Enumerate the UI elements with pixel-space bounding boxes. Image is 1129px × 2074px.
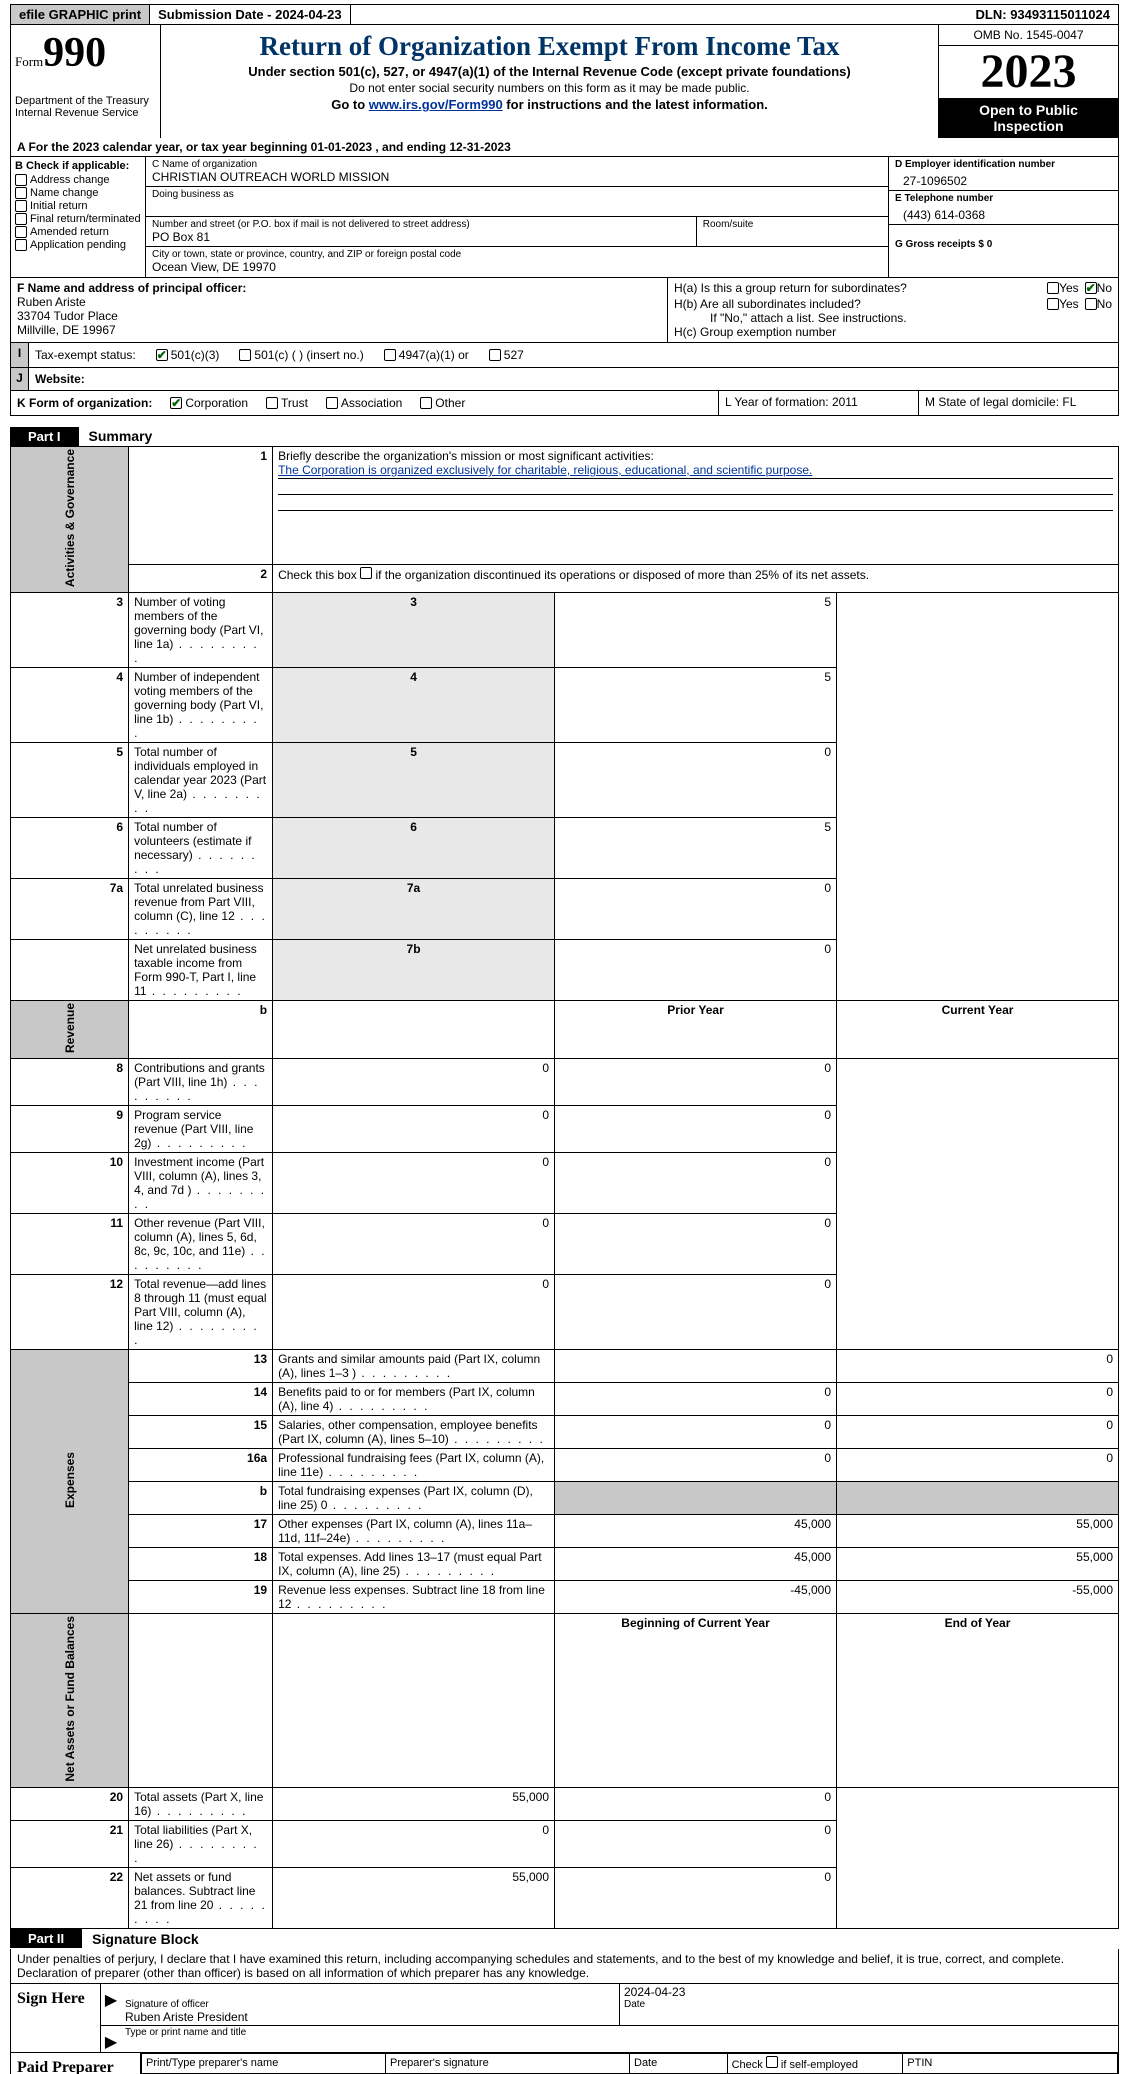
- part-2-header: Part II Signature Block: [10, 1929, 1119, 1949]
- summary-table: Activities & Governance 1 Briefly descri…: [10, 446, 1119, 1929]
- open-to-public: Open to Public Inspection: [939, 98, 1118, 138]
- hdr-current-year: Current Year: [837, 1001, 1119, 1059]
- signature-block: Under penalties of perjury, I declare th…: [10, 1949, 1119, 2074]
- vlabel-expenses: Expenses: [11, 1350, 129, 1614]
- irs-label: Internal Revenue Service: [15, 107, 156, 119]
- org-name-cell: C Name of organization CHRISTIAN OUTREAC…: [146, 157, 888, 187]
- year-formation: L Year of formation: 2011: [718, 391, 918, 415]
- hdr-prior-year: Prior Year: [555, 1001, 837, 1059]
- checkbox-trust[interactable]: [266, 397, 278, 409]
- checkbox-association[interactable]: [326, 397, 338, 409]
- checkbox-ha-no[interactable]: [1085, 282, 1097, 294]
- line-2: Check this box if the organization disco…: [273, 564, 1119, 592]
- checkbox-name-change[interactable]: [15, 187, 27, 199]
- checkbox-hb-no[interactable]: [1085, 298, 1097, 310]
- tax-year: 2023: [939, 46, 1118, 98]
- vlabel-revenue: Revenue: [11, 1001, 129, 1059]
- checkbox-corporation[interactable]: [170, 397, 182, 409]
- ein-cell: D Employer identification number 27-1096…: [889, 157, 1118, 191]
- form-header: Form990 Department of the Treasury Inter…: [10, 25, 1119, 138]
- dln: DLN: 93493115011024: [968, 5, 1118, 24]
- efile-label: efile GRAPHIC print: [11, 5, 150, 24]
- paid-preparer-label: Paid Preparer Use Only: [11, 2053, 141, 2074]
- officer-group-block: F Name and address of principal officer:…: [10, 278, 1119, 343]
- label-i: I: [11, 343, 29, 367]
- gross-receipts-cell: G Gross receipts $ 0: [889, 225, 1118, 255]
- h-group-return: H(a) Is this a group return for subordin…: [668, 278, 1118, 342]
- checkbox-4947a1[interactable]: [384, 349, 396, 361]
- arrow-icon: ▶: [101, 1984, 121, 2025]
- checkbox-527[interactable]: [489, 349, 501, 361]
- city-cell: City or town, state or province, country…: [146, 247, 888, 277]
- vlabel-net-assets: Net Assets or Fund Balances: [11, 1614, 129, 1788]
- mission-text[interactable]: The Corporation is organized exclusively…: [278, 463, 812, 477]
- checkbox-other[interactable]: [420, 397, 432, 409]
- form-990-logo: Form990: [15, 29, 156, 77]
- part-1-header: Part I Summary: [10, 426, 1119, 446]
- checkbox-501c[interactable]: [239, 349, 251, 361]
- website-row: J Website:: [10, 368, 1119, 391]
- irs-link[interactable]: www.irs.gov/Form990: [369, 97, 503, 112]
- street-cell: Number and street (or P.O. box if mail i…: [146, 217, 696, 247]
- checkbox-self-employed[interactable]: [766, 2056, 778, 2068]
- checkbox-501c3[interactable]: [156, 349, 168, 361]
- checkbox-initial-return[interactable]: [15, 200, 27, 212]
- hdr-begin-year: Beginning of Current Year: [555, 1614, 837, 1788]
- entity-info-block: B Check if applicable: Address change Na…: [10, 157, 1119, 278]
- tax-exempt-status-row: I Tax-exempt status: 501(c)(3) 501(c) ( …: [10, 343, 1119, 368]
- hdr-end-year: End of Year: [837, 1614, 1119, 1788]
- top-bar: efile GRAPHIC print Submission Date - 20…: [10, 4, 1119, 25]
- subtitle-1: Under section 501(c), 527, or 4947(a)(1)…: [171, 64, 928, 79]
- line-a-tax-year: A For the 2023 calendar year, or tax yea…: [10, 138, 1119, 157]
- phone-cell: E Telephone number (443) 614-0368: [889, 191, 1118, 225]
- column-b-checkboxes: B Check if applicable: Address change Na…: [11, 157, 146, 277]
- mission-cell: Briefly describe the organization's miss…: [273, 447, 1119, 565]
- checkbox-address-change[interactable]: [15, 174, 27, 186]
- subtitle-3: Go to www.irs.gov/Form990 for instructio…: [171, 97, 928, 112]
- checkbox-amended-return[interactable]: [15, 226, 27, 238]
- label-j: J: [11, 368, 29, 390]
- dept-treasury: Department of the Treasury: [15, 95, 156, 107]
- declaration-text: Under penalties of perjury, I declare th…: [11, 1949, 1118, 1984]
- principal-officer: F Name and address of principal officer:…: [11, 278, 668, 342]
- checkbox-final-return[interactable]: [15, 213, 27, 225]
- checkbox-discontinued[interactable]: [360, 567, 372, 579]
- arrow-icon: ▶: [101, 2026, 121, 2052]
- checkbox-hb-yes[interactable]: [1047, 298, 1059, 310]
- form-of-org-row: K Form of organization: Corporation Trus…: [10, 391, 1119, 416]
- vlabel-governance: Activities & Governance: [11, 447, 129, 593]
- checkbox-ha-yes[interactable]: [1047, 282, 1059, 294]
- room-cell: Room/suite: [696, 217, 888, 247]
- form-title: Return of Organization Exempt From Incom…: [171, 31, 928, 62]
- submission-date: Submission Date - 2024-04-23: [150, 5, 351, 24]
- subtitle-2: Do not enter social security numbers on …: [171, 81, 928, 95]
- checkbox-application-pending[interactable]: [15, 239, 27, 251]
- omb-number: OMB No. 1545-0047: [939, 25, 1118, 46]
- preparer-table: Print/Type preparer's name Preparer's si…: [141, 2053, 1118, 2074]
- state-domicile: M State of legal domicile: FL: [918, 391, 1118, 415]
- sign-here-label: Sign Here: [11, 1984, 101, 2052]
- dba-cell: Doing business as: [146, 187, 888, 217]
